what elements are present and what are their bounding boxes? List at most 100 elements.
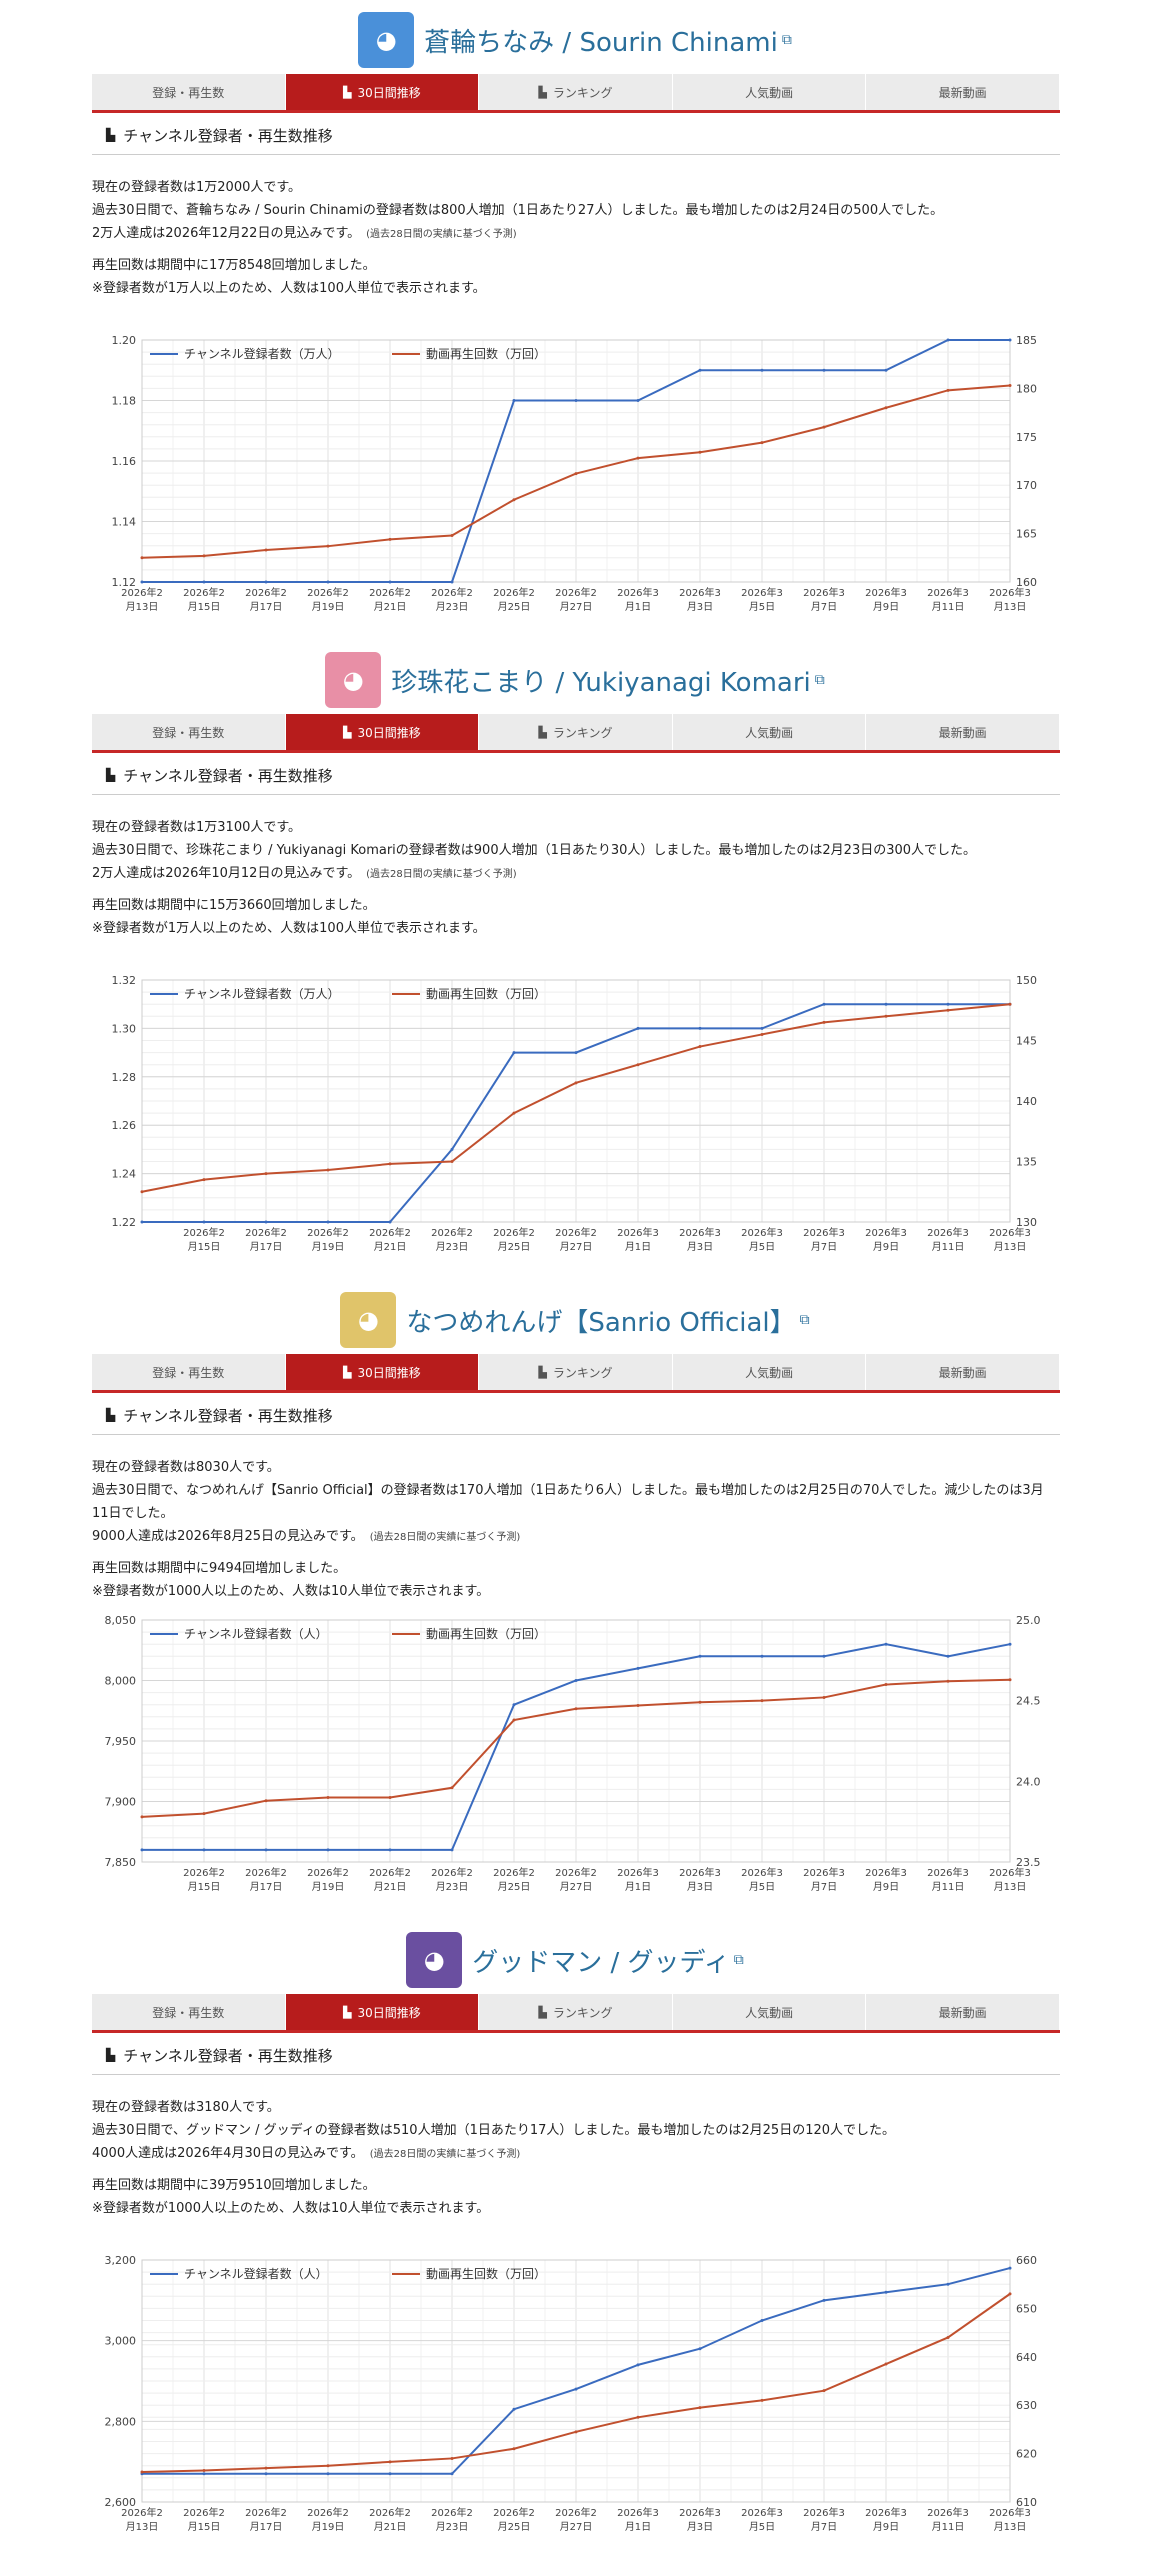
x-tick-label: 月9日 — [873, 2521, 899, 2533]
y-right-tick-label: 165 — [1016, 528, 1037, 541]
channel-name-link[interactable]: グッドマン / グッディ — [472, 1947, 730, 1978]
plot-area — [141, 339, 1011, 583]
external-link-icon[interactable]: ⧉ — [733, 1952, 744, 1968]
tab-ranking[interactable]: ▙ ランキング — [479, 74, 673, 110]
x-tick-label: 2026年2 — [555, 1866, 597, 1879]
data-point-subscribers — [202, 1848, 206, 1852]
tab-trend-label: 30日間推移 — [357, 2005, 421, 2020]
data-point-views — [574, 1707, 578, 1711]
x-tick-label: 2026年2 — [307, 586, 349, 599]
data-point-views — [636, 1704, 640, 1708]
x-tick-label: 月5日 — [749, 1241, 775, 1253]
summary-line-3: 4000人達成は2026年4月30日の見込みです。 — [92, 2146, 364, 2161]
y-right-tick-label: 630 — [1016, 2399, 1037, 2412]
x-tick-label: 月17日 — [250, 2521, 283, 2533]
y-right-tick-label: 160 — [1016, 576, 1037, 589]
x-tick-label: 2026年2 — [431, 1226, 473, 1239]
channel-name-link[interactable]: 珍珠花こまり / Yukiyanagi Komari — [391, 667, 811, 698]
y-left-tick-label: 7,950 — [105, 1735, 137, 1748]
data-point-views — [822, 2389, 826, 2393]
y-right-tick-label: 145 — [1016, 1035, 1037, 1048]
data-point-views — [450, 534, 454, 538]
x-tick-label: 月19日 — [312, 1881, 345, 1893]
tab-popular[interactable]: 人気動画 — [672, 74, 867, 110]
y-left-tick-label: 2,800 — [105, 2415, 137, 2428]
x-tick-label: 月5日 — [749, 1881, 775, 1893]
data-point-views — [388, 2460, 392, 2464]
y-right-tick-label: 170 — [1016, 479, 1037, 492]
tab-popular[interactable]: 人気動画 — [672, 1354, 867, 1390]
section-heading: ▙ チャンネル登録者・再生数推移 — [92, 756, 1060, 795]
channel-avatar[interactable]: ◕ — [358, 12, 415, 68]
trend-chart-svg: 2,600 2,800 3,000 3,200 610 620 630 640 650 660 20… — [105, 2254, 1038, 2533]
x-tick-label: 月15日 — [188, 601, 221, 613]
x-tick-label: 月1日 — [625, 1881, 651, 1893]
tab-popular[interactable]: 人気動画 — [672, 1994, 867, 2030]
legend-label-views: 動画再生回数（万回） — [426, 986, 546, 1001]
data-point-views — [202, 554, 206, 558]
x-tick-label: 2026年2 — [493, 1866, 535, 1879]
x-tick-label: 2026年2 — [245, 2506, 287, 2519]
tab-views[interactable]: 登録・再生数 — [92, 74, 286, 110]
x-tick-label: 2026年3 — [741, 1866, 783, 1879]
data-point-views — [512, 1718, 516, 1722]
data-point-views — [388, 537, 392, 541]
tab-popular[interactable]: 人気動画 — [672, 714, 867, 750]
y-left-tick-label: 7,850 — [105, 1856, 137, 1869]
x-tick-label: 2026年3 — [679, 1226, 721, 1239]
x-tick-label: 月11日 — [932, 1241, 965, 1253]
external-link-icon[interactable]: ⧉ — [814, 672, 825, 688]
x-tick-label: 月23日 — [436, 2521, 469, 2533]
tab-trend[interactable]: ▙ 30日間推移 — [285, 1994, 480, 2030]
tab-trend[interactable]: ▙ 30日間推移 — [285, 1354, 480, 1390]
data-point-subscribers — [760, 2319, 764, 2322]
x-tick-label: 2026年3 — [679, 586, 721, 599]
tab-trend[interactable]: ▙ 30日間推移 — [285, 74, 480, 110]
channel-name-link[interactable]: 蒼輪ちなみ / Sourin Chinami — [424, 27, 778, 58]
bar-chart-icon: ▙ — [343, 2005, 352, 2019]
data-point-views — [884, 1014, 888, 1018]
y-left-tick-label: 1.20 — [112, 334, 137, 347]
tab-views[interactable]: 登録・再生数 — [92, 1994, 286, 2030]
external-link-icon[interactable]: ⧉ — [799, 1312, 810, 1328]
tab-ranking[interactable]: ▙ ランキング — [479, 1994, 673, 2030]
x-tick-label: 2026年3 — [617, 586, 659, 599]
channel-avatar[interactable]: ◕ — [340, 1292, 397, 1348]
external-link-icon[interactable]: ⧉ — [781, 32, 792, 48]
data-point-subscribers — [450, 1147, 454, 1151]
tab-latest[interactable]: 最新動画 — [866, 714, 1060, 750]
trend-chart-svg: 7,850 7,900 7,950 8,000 8,050 23.5 24.0 24.5 25.… — [105, 1614, 1041, 1893]
tab-trend[interactable]: ▙ 30日間推移 — [285, 714, 480, 750]
tab-views[interactable]: 登録・再生数 — [92, 1354, 286, 1390]
x-tick-label: 月13日 — [994, 1241, 1027, 1253]
tab-latest[interactable]: 最新動画 — [866, 1354, 1060, 1390]
section-heading: ▙ チャンネル登録者・再生数推移 — [92, 2036, 1060, 2075]
channel-header: ◕ 蒼輪ちなみ / Sourin Chinami ⧉ — [0, 12, 1150, 68]
channel-name-link[interactable]: なつめれんげ【Sanrio Official】 — [406, 1307, 796, 1338]
x-tick-label: 2026年2 — [121, 2506, 163, 2519]
tab-latest[interactable]: 最新動画 — [866, 74, 1060, 110]
data-point-views — [884, 1683, 888, 1687]
tab-latest[interactable]: 最新動画 — [866, 1994, 1060, 2030]
y-right-tick-label: 620 — [1016, 2448, 1037, 2461]
y-left-tick-label: 2,600 — [105, 2496, 137, 2509]
tab-views[interactable]: 登録・再生数 — [92, 714, 286, 750]
summary-line-2: 過去30日間で、蒼輪ちなみ / Sourin Chinamiの登録者数は800人… — [92, 203, 944, 218]
data-point-subscribers — [140, 1220, 144, 1224]
bar-chart-icon: ▙ — [106, 768, 116, 782]
tab-ranking[interactable]: ▙ ランキング — [479, 714, 673, 750]
data-point-subscribers — [574, 2387, 578, 2391]
data-point-views — [326, 2464, 330, 2468]
tab-ranking[interactable]: ▙ ランキング — [479, 1354, 673, 1390]
x-tick-label: 2026年2 — [307, 1226, 349, 1239]
channel-avatar[interactable]: ◕ — [406, 1932, 463, 1988]
summary-text: 現在の登録者数は1万2000人です。 過去30日間で、蒼輪ちなみ / Souri… — [92, 176, 1060, 300]
channel-avatar[interactable]: ◕ — [325, 652, 382, 708]
y-right-tick-label: 180 — [1016, 382, 1037, 395]
x-tick-label: 2026年2 — [555, 586, 597, 599]
x-tick-label: 2026年3 — [865, 586, 907, 599]
x-tick-label: 2026年3 — [803, 2506, 845, 2519]
x-tick-label: 2026年3 — [617, 2506, 659, 2519]
section-heading-title: チャンネル登録者・再生数推移 — [123, 126, 333, 145]
x-tick-label: 2026年3 — [617, 1226, 659, 1239]
